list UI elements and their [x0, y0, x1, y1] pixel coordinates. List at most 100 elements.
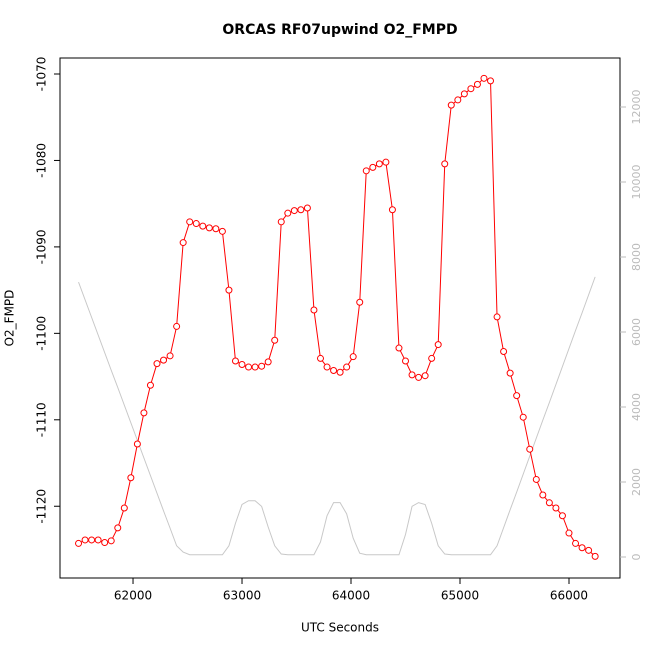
- plot-frame: [59, 57, 621, 579]
- point: [303, 204, 311, 212]
- point: [245, 363, 253, 371]
- point: [493, 313, 501, 321]
- point: [572, 539, 580, 547]
- point: [434, 341, 442, 349]
- point: [591, 552, 599, 560]
- point: [258, 362, 266, 370]
- point: [552, 504, 560, 512]
- point: [133, 440, 141, 448]
- y-tick-label: -1110: [35, 402, 49, 437]
- point: [539, 491, 547, 499]
- point: [160, 356, 168, 364]
- y-tick-label: -1090: [35, 229, 49, 264]
- point: [467, 85, 475, 93]
- point: [506, 369, 514, 377]
- point: [212, 225, 220, 233]
- point: [395, 344, 403, 352]
- point: [297, 206, 305, 214]
- point: [81, 536, 89, 544]
- y-tick-label: -1100: [35, 316, 49, 351]
- series-line: [78, 276, 596, 556]
- point: [290, 207, 298, 215]
- y2-tick-label: 12000: [630, 90, 643, 125]
- point: [179, 239, 187, 247]
- point: [205, 224, 213, 232]
- point: [251, 363, 259, 371]
- point: [402, 357, 410, 365]
- y2-tick-label: 2000: [630, 468, 643, 496]
- point: [545, 499, 553, 507]
- point: [101, 539, 109, 547]
- point: [94, 536, 102, 544]
- point: [388, 206, 396, 214]
- point: [375, 160, 383, 168]
- x-tick-label: 66000: [550, 589, 588, 603]
- point: [519, 413, 527, 421]
- point: [192, 220, 200, 228]
- y2-tick-label: 6000: [630, 318, 643, 346]
- chart-title: ORCAS RF07upwind O2_FMPD: [222, 22, 457, 38]
- y-tick-label: -1120: [35, 489, 49, 524]
- point: [454, 96, 462, 104]
- point: [578, 544, 586, 552]
- point: [369, 163, 377, 171]
- point: [473, 80, 481, 88]
- point: [146, 381, 154, 389]
- point: [120, 504, 128, 512]
- point: [336, 368, 344, 376]
- point: [460, 90, 468, 98]
- point: [356, 298, 364, 306]
- point: [271, 336, 279, 344]
- point: [500, 347, 508, 355]
- point: [428, 354, 436, 362]
- y2-tick-label: 0: [630, 554, 643, 561]
- point: [382, 158, 390, 166]
- y2-tick-label: 8000: [630, 243, 643, 271]
- y-tick-label: -1070: [35, 57, 49, 92]
- x-axis-label: UTC Seconds: [301, 621, 379, 635]
- point: [349, 353, 357, 361]
- point: [532, 475, 540, 483]
- point: [225, 286, 233, 294]
- point: [238, 360, 246, 368]
- point: [277, 218, 285, 226]
- point: [114, 524, 122, 532]
- point: [585, 546, 593, 554]
- y-tick-label: -1080: [35, 143, 49, 178]
- point: [316, 354, 324, 362]
- point: [166, 352, 174, 360]
- x-tick-label: 62000: [114, 589, 152, 603]
- point: [441, 160, 449, 168]
- point: [173, 322, 181, 330]
- y-axis-label: O2_FMPD: [3, 290, 17, 347]
- point: [558, 512, 566, 520]
- point: [330, 367, 338, 375]
- point: [231, 357, 239, 365]
- point: [323, 363, 331, 371]
- point: [75, 539, 83, 547]
- point: [421, 372, 429, 380]
- x-tick-label: 65000: [441, 589, 479, 603]
- point: [310, 306, 318, 314]
- y2-tick-label: 4000: [630, 393, 643, 421]
- point: [218, 227, 226, 235]
- point: [127, 474, 135, 482]
- point: [447, 101, 455, 109]
- x-tick-label: 63000: [223, 589, 261, 603]
- point: [362, 167, 370, 175]
- point: [107, 537, 115, 545]
- point: [140, 409, 148, 417]
- point: [480, 74, 488, 82]
- point: [153, 360, 161, 368]
- point: [186, 218, 194, 226]
- y2-tick-label: 10000: [630, 165, 643, 200]
- point: [565, 529, 573, 537]
- point: [88, 536, 96, 544]
- point: [199, 222, 207, 230]
- point: [343, 363, 351, 371]
- point: [415, 373, 423, 381]
- point: [408, 371, 416, 379]
- point: [487, 77, 495, 85]
